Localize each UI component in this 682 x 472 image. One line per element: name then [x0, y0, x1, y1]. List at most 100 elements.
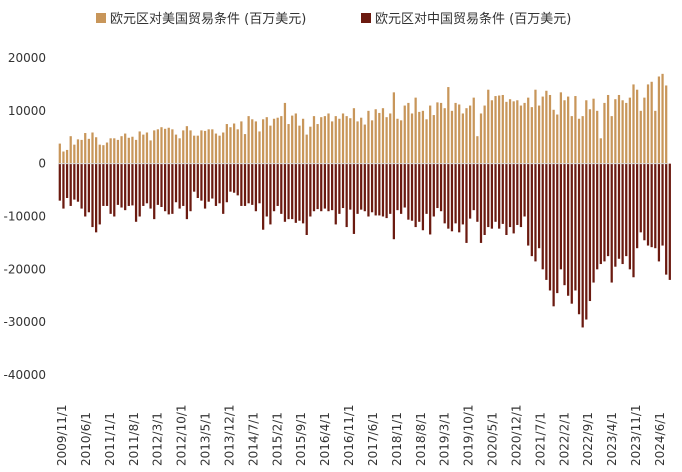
bar-series-2 — [196, 163, 199, 199]
bar-series-2 — [345, 163, 348, 228]
bar-series-1 — [145, 132, 149, 164]
bar-series-2 — [349, 163, 352, 210]
bar-series-1 — [425, 119, 428, 164]
bar-series-2 — [556, 163, 559, 294]
bar-series-1 — [142, 134, 145, 164]
x-tick-label: 2015/2/1 — [270, 412, 284, 466]
bar-series-1 — [156, 129, 159, 164]
bar-series-1 — [312, 116, 316, 164]
bar-series-2 — [323, 163, 326, 209]
bar-series-2 — [182, 163, 185, 206]
bar-series-1 — [439, 102, 443, 164]
bar-series-1 — [374, 109, 377, 164]
bar-series-2 — [367, 163, 370, 217]
bar-series-2 — [385, 163, 388, 219]
bar-series-2 — [552, 163, 555, 307]
bar-series-2 — [243, 163, 247, 206]
bar-series-2 — [124, 163, 127, 211]
bar-series-1 — [301, 118, 305, 164]
bar-series-2 — [436, 163, 439, 209]
bar-series-1 — [251, 119, 254, 164]
bar-series-1 — [643, 97, 646, 164]
bar-series-2 — [487, 163, 490, 228]
bar-series-2 — [262, 163, 265, 230]
bar-series-1 — [360, 117, 363, 164]
bar-series-1 — [272, 118, 276, 164]
bar-series-1 — [421, 110, 425, 164]
bar-series-2 — [541, 163, 544, 270]
bar-series-1 — [508, 99, 512, 164]
bar-series-1 — [276, 117, 279, 164]
bar-series-1 — [410, 113, 414, 164]
bar-series-2 — [632, 163, 635, 278]
bar-series-1 — [262, 119, 265, 164]
bar-series-1 — [76, 139, 80, 164]
bar-series-1 — [552, 109, 555, 164]
bar-series-2 — [370, 163, 374, 213]
bar-series-1 — [309, 126, 312, 164]
bar-series-2 — [425, 163, 428, 214]
bar-series-1 — [356, 121, 359, 164]
x-tick-label: 2018/1/1 — [390, 412, 404, 466]
bar-series-2 — [229, 163, 232, 192]
bar-series-2 — [105, 163, 109, 206]
bar-series-2 — [163, 163, 167, 212]
bar-series-1 — [472, 97, 475, 164]
bar-series-2 — [458, 163, 461, 233]
y-axis-ticks: 20000 10000 0 -10000 -20000 -30000 -40000 — [3, 51, 46, 382]
bar-series-1 — [163, 128, 167, 164]
bar-series-2 — [113, 163, 116, 217]
bar-series-2 — [160, 163, 163, 207]
bar-series-2 — [153, 163, 156, 220]
bar-series-2 — [665, 163, 668, 275]
bar-series-2 — [73, 163, 76, 200]
bar-series-2 — [174, 163, 178, 203]
bar-series-2 — [454, 163, 457, 224]
x-tick-label: 2009/11/1 — [55, 404, 69, 466]
bar-series-1 — [617, 94, 621, 164]
bar-series-1 — [592, 98, 595, 164]
bar-series-2 — [596, 163, 599, 270]
bar-series-2 — [331, 163, 334, 211]
bar-series-1 — [429, 105, 432, 164]
bar-series-1 — [73, 144, 76, 164]
bar-series-1 — [211, 129, 214, 164]
bar-series-1 — [214, 133, 218, 164]
bar-series-2 — [185, 163, 189, 220]
bar-series-2 — [567, 163, 570, 296]
bar-series-2 — [447, 163, 450, 229]
bar-series-2 — [657, 163, 661, 262]
bar-series-2 — [581, 163, 584, 328]
bar-series-1 — [407, 102, 410, 164]
bar-series-1 — [338, 118, 341, 164]
bar-series-2 — [461, 163, 464, 225]
bar-series-1 — [69, 136, 72, 164]
bar-series-1 — [243, 134, 247, 164]
bar-series-2 — [523, 163, 526, 217]
bar-series-1 — [505, 101, 508, 164]
bar-series-2 — [439, 163, 443, 212]
bar-series-2 — [479, 163, 483, 243]
bar-series-1 — [650, 81, 653, 164]
bar-series-1 — [294, 113, 297, 164]
bar-series-1 — [403, 105, 406, 164]
x-tick-label: 2011/1/1 — [103, 412, 117, 466]
bar-series-2 — [643, 163, 646, 241]
bar-series-2 — [218, 163, 221, 204]
bar-series-2 — [258, 163, 261, 204]
bar-series-2 — [265, 163, 268, 217]
bar-series-2 — [356, 163, 359, 214]
bar-series-2 — [527, 163, 530, 246]
bar-series-2 — [145, 163, 149, 204]
bar-series-1 — [247, 116, 250, 164]
bar-series-2 — [548, 163, 552, 291]
bar-series-2 — [530, 163, 533, 257]
bar-series-1 — [559, 92, 563, 164]
bar-series-1 — [138, 131, 141, 164]
y-tick-label: -20000 — [3, 262, 46, 276]
bar-series-1 — [567, 96, 570, 164]
bar-series-1 — [516, 100, 519, 164]
bar-series-2 — [650, 163, 653, 248]
bar-series-1 — [116, 139, 120, 164]
bar-series-1 — [537, 105, 541, 164]
